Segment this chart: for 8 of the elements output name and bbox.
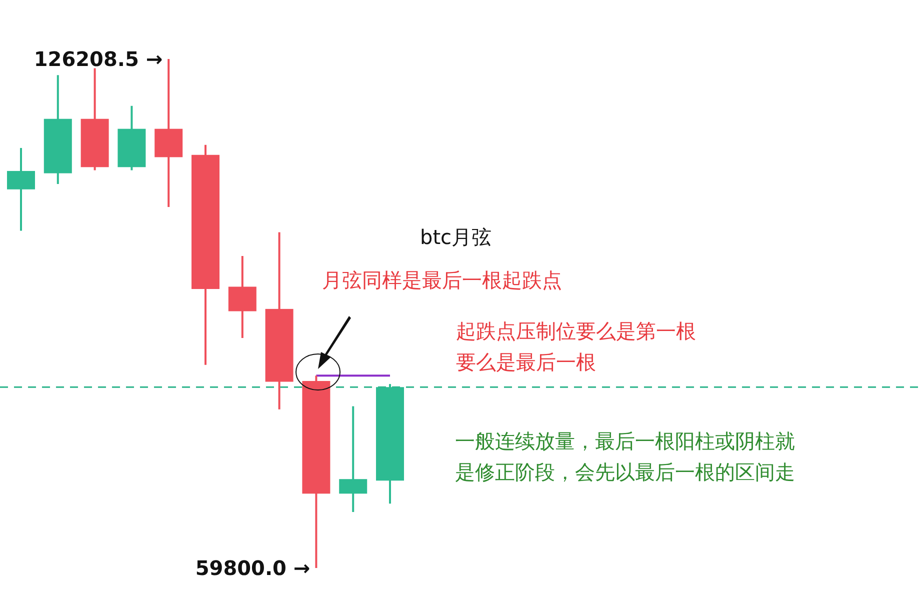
annotation: btc月弦 (420, 225, 492, 249)
annotation: 126208.5 → (34, 47, 163, 71)
annotation: 是修正阶段，会先以最后一根的区间走 (455, 460, 795, 484)
annotation: 59800.0 → (195, 556, 310, 580)
annotation: 起跌点压制位要么是第一根 (456, 319, 696, 343)
annotation: 月弦同样是最后一根起跌点 (322, 268, 562, 292)
annotation: 要么是最后一根 (456, 350, 596, 374)
annotation: 一般连续放量，最后一根阳柱或阴柱就 (455, 429, 795, 453)
